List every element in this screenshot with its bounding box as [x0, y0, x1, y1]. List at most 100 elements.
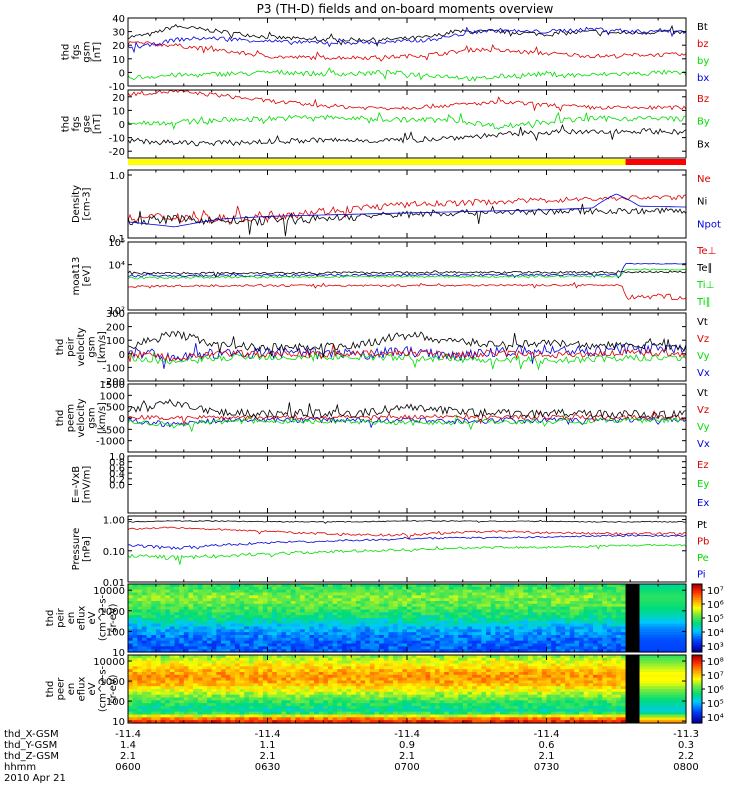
- y-axis-label: [nT]: [92, 42, 103, 62]
- y-tick-label: 1000: [100, 391, 125, 402]
- series-fgs_gsm-bz: [128, 42, 686, 62]
- y-tick-label: 0: [119, 350, 125, 361]
- y-tick-label: 500: [106, 403, 125, 414]
- y-axis-label: thd: [45, 610, 56, 627]
- y-axis-label: thd: [60, 116, 71, 133]
- y-axis-label: [km/s]: [97, 402, 108, 434]
- y-axis-label: thd: [60, 44, 71, 61]
- legend-entry: bz: [697, 39, 709, 50]
- legend-entry: Ni: [697, 197, 707, 208]
- legend-entry: Pi: [697, 570, 706, 581]
- legend-entry: Ex: [697, 498, 709, 509]
- y-tick-label: 30: [112, 28, 125, 39]
- series-temperature-Ti∥: [128, 269, 686, 279]
- y-axis-label: fgs: [71, 116, 82, 131]
- y-axis-label: [nT]: [92, 114, 103, 134]
- y-tick-label: 0: [119, 120, 125, 131]
- legend-entry: Vx: [697, 368, 710, 379]
- y-tick-label: 1500: [100, 380, 125, 391]
- series-fgs_gsm-bx: [128, 27, 686, 52]
- y-tick-label: 20: [112, 93, 125, 104]
- y-axis-label: [cm-3]: [81, 187, 92, 220]
- y-axis-label: (cm^2-s-: [97, 594, 108, 641]
- y-tick-label: 0: [119, 68, 125, 79]
- y-tick-label: 40: [112, 14, 125, 25]
- y-axis-label: peir: [66, 336, 77, 356]
- y-axis-label: moat13: [71, 257, 82, 296]
- y-axis-label: [nPa]: [81, 536, 92, 562]
- series-fgs_gsm-by: [128, 68, 686, 81]
- y-axis-label: gsm: [81, 41, 92, 62]
- y-tick-label: 10⁵: [108, 238, 125, 249]
- y-axis-label: Density: [71, 185, 82, 223]
- legend-entry: Vt: [697, 317, 708, 328]
- panel-frame: [128, 170, 686, 238]
- legend-entry: Vy: [697, 351, 710, 362]
- legend-entry: Vz: [697, 405, 709, 416]
- legend-entry: Pb: [697, 537, 709, 548]
- series-fgs_gse-Bx: [128, 125, 686, 146]
- legend-entry: Npot: [697, 219, 721, 230]
- legend-entry: Ez: [697, 460, 709, 471]
- y-axis-label: eV: [87, 611, 98, 624]
- y-tick-label: -20: [109, 147, 125, 158]
- y-tick-label: 1.00: [103, 516, 125, 527]
- legend-entry: Vx: [697, 439, 710, 450]
- y-axis-label: sr-eV): [108, 603, 119, 632]
- series-pressure-Pi: [128, 534, 686, 549]
- y-axis-label: gsm: [87, 336, 98, 357]
- legend-entry: Vz: [697, 334, 709, 345]
- legend-entry: Ne: [697, 174, 711, 185]
- y-tick-label: 10: [112, 55, 125, 66]
- y-tick-label: 0: [119, 414, 125, 425]
- y-axis-label: fgs: [71, 44, 82, 59]
- y-axis-label: thd: [55, 410, 66, 427]
- panel-frame: [128, 516, 686, 582]
- y-axis-label: gse: [81, 115, 92, 133]
- y-axis-label: peem: [66, 404, 77, 432]
- y-tick-label: -100: [102, 363, 125, 374]
- legend-entry: Te∥: [696, 263, 713, 274]
- y-axis-label: [mV/m]: [81, 466, 92, 504]
- y-tick-label: 0.10: [103, 547, 125, 558]
- series-density-Ne: [128, 195, 686, 224]
- legend-entry: Pe: [697, 553, 709, 564]
- colorbar-label: 10⁴: [707, 628, 724, 639]
- colorbar-label: 10⁵: [707, 614, 724, 625]
- series-temperature-Ti⊥: [128, 263, 686, 278]
- legend-entry: Vy: [697, 422, 710, 433]
- series-peir_velocity-Vy: [128, 350, 686, 369]
- legend-entry: By: [697, 117, 710, 128]
- y-tick-label: 100: [106, 336, 125, 347]
- series-pressure-Pe: [128, 544, 686, 564]
- y-axis-label: [km/s]: [97, 331, 108, 363]
- y-tick-label: 300: [106, 309, 125, 320]
- series-pressure-Pb: [128, 527, 686, 539]
- legend-entry: Ti∥: [696, 297, 711, 308]
- panel-frame: [128, 456, 686, 513]
- y-tick-label: 10⁴: [108, 261, 125, 272]
- panel-mode_bar: [128, 159, 686, 165]
- plot-title: P3 (TH-D) fields and on-board moments ov…: [257, 2, 554, 16]
- y-tick-label: -10: [109, 82, 125, 93]
- legend-entry: Bt: [697, 22, 708, 33]
- data-gap: [626, 584, 640, 652]
- colorbar-label: 10³: [707, 642, 724, 653]
- status-segment: [128, 159, 626, 165]
- y-tick-label: 200: [106, 323, 125, 334]
- legend-entry: bx: [697, 73, 709, 84]
- status-segment: [626, 159, 686, 165]
- y-axis-label: velocity: [76, 398, 87, 437]
- y-tick-label: 0.0: [109, 481, 125, 492]
